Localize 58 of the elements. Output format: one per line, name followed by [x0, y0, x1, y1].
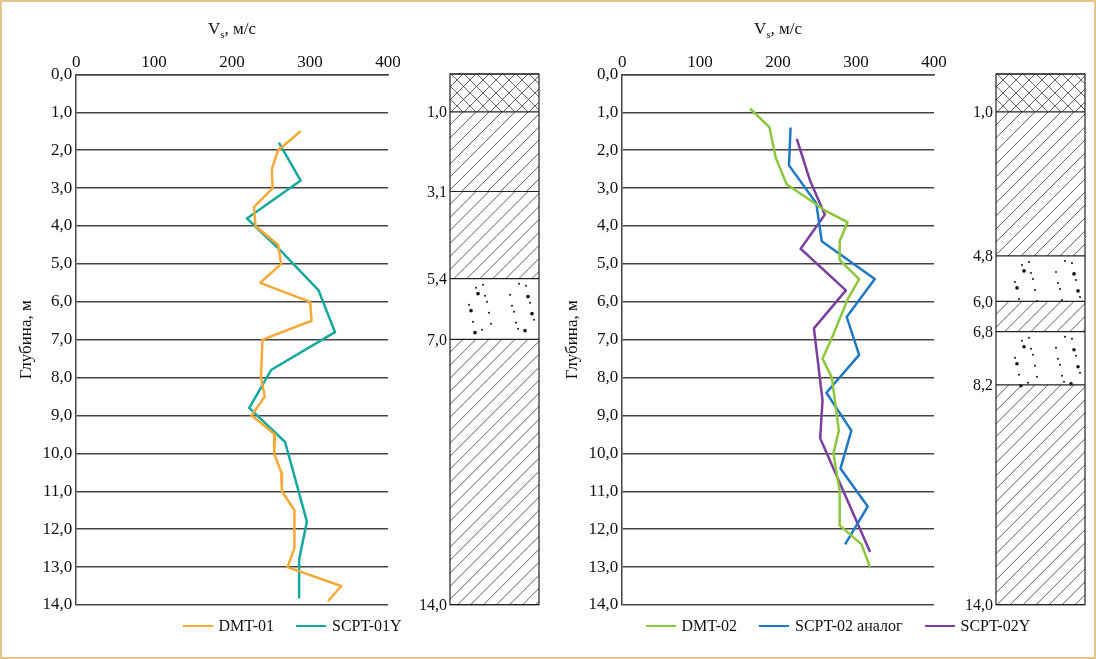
text: 1,0	[973, 103, 993, 122]
y-tick-label: 1,0	[50, 101, 73, 121]
legend-label: SCPT-02 аналог	[794, 617, 903, 635]
x-tick-label: 200	[219, 51, 245, 71]
legend-label: DMT-01	[218, 617, 274, 635]
text: 3,1	[427, 182, 447, 201]
y-tick-label: 7,0	[50, 329, 73, 349]
y-tick-label: 0,0	[596, 63, 619, 83]
x-tick-label: 0	[617, 51, 627, 71]
y-tick-label: 5,0	[50, 253, 73, 273]
y-tick-label: 12,0	[588, 518, 619, 538]
x-tick-label: 300	[843, 51, 869, 71]
x-tick-label: 0	[71, 51, 81, 71]
y-tick-label: 12,0	[42, 518, 73, 538]
y-tick-label: 11,0	[43, 480, 73, 500]
x-tick-label: 300	[297, 51, 323, 71]
text: 5,4	[427, 270, 447, 289]
x-tick-label: 200	[765, 51, 791, 71]
y-tick-label: 10,0	[588, 442, 619, 462]
y-tick-label: 2,0	[50, 139, 73, 159]
y-axis-title: Глубина, м	[561, 299, 581, 380]
y-tick-label: 5,0	[596, 253, 619, 273]
y-tick-label: 3,0	[50, 177, 73, 197]
text: 6,8	[973, 323, 993, 342]
x-tick-label: 400	[375, 51, 401, 71]
y-tick-label: 13,0	[588, 556, 619, 576]
y-tick-label: 9,0	[50, 404, 73, 424]
y-tick-label: 14,0	[42, 594, 73, 614]
y-tick-label: 6,0	[596, 291, 619, 311]
y-tick-label: 3,0	[596, 177, 619, 197]
text: 8,2	[973, 376, 993, 395]
x-tick-label: 400	[921, 51, 947, 71]
y-tick-label: 10,0	[42, 442, 73, 462]
text: 6,0	[973, 292, 993, 311]
y-tick-label: 1,0	[596, 101, 619, 121]
x-tick-label: 100	[141, 51, 167, 71]
y-tick-label: 13,0	[42, 556, 73, 576]
y-tick-label: 0,0	[50, 63, 73, 83]
text: 4,8	[973, 247, 993, 266]
y-tick-label: 8,0	[596, 367, 619, 387]
text: 7,0	[427, 330, 447, 349]
y-tick-label: 6,0	[50, 291, 73, 311]
legend-label: SCPT-02Y	[960, 617, 1031, 635]
text: 1,0	[427, 103, 447, 122]
y-tick-label: 7,0	[596, 329, 619, 349]
text: 14,0	[419, 596, 447, 614]
y-tick-label: 4,0	[50, 215, 73, 235]
text: 14,0	[965, 596, 993, 614]
y-tick-label: 9,0	[596, 404, 619, 424]
y-tick-label: 8,0	[50, 367, 73, 387]
y-axis-title: Глубина, м	[15, 299, 35, 380]
legend-label: SCPT-01Y	[331, 617, 402, 635]
y-tick-label: 4,0	[596, 215, 619, 235]
y-tick-label: 11,0	[589, 480, 619, 500]
y-tick-label: 2,0	[596, 139, 619, 159]
legend-label: DMT-02	[681, 617, 737, 635]
x-tick-label: 100	[687, 51, 713, 71]
y-tick-label: 14,0	[588, 594, 619, 614]
